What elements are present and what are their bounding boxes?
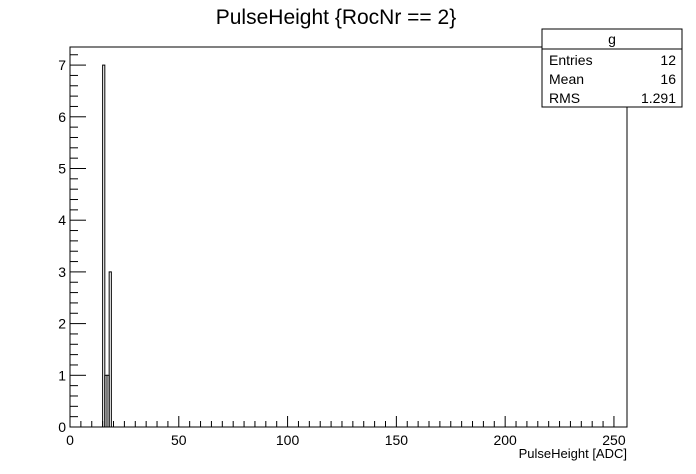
- plot-frame: [69, 46, 628, 428]
- x-tick-label: 150: [385, 432, 409, 448]
- chart-title: PulseHeight {RocNr == 2}: [216, 6, 456, 29]
- y-tick-label: 6: [58, 109, 66, 125]
- y-tick-label: 0: [58, 419, 66, 435]
- y-axis: 0 1 2 3 4 5 6 7: [58, 54, 86, 435]
- x-tick-label: 50: [171, 432, 187, 448]
- stats-rms-value: 1.291: [641, 90, 676, 106]
- histogram-bar-0: [102, 64, 106, 428]
- x-tick-label: 0: [66, 432, 74, 448]
- stats-mean-value: 16: [660, 71, 676, 87]
- stats-box-name: g: [608, 31, 616, 47]
- stats-entries-label: Entries: [549, 52, 593, 68]
- y-tick-label: 4: [58, 212, 66, 228]
- x-tick-label: 200: [493, 432, 517, 448]
- x-tick-label: 250: [602, 432, 626, 448]
- x-axis: 0 50 100 150 200 250: [66, 416, 626, 448]
- x-axis-label: PulseHeight [ADC]: [519, 446, 627, 461]
- histogram-bars: [102, 64, 112, 428]
- stats-box-frame: [541, 28, 683, 108]
- y-tick-label: 5: [58, 160, 66, 176]
- stats-mean-label: Mean: [549, 71, 584, 87]
- y-tick-label: 7: [58, 57, 66, 73]
- x-tick-label: 100: [276, 432, 300, 448]
- y-tick-label: 2: [58, 316, 66, 332]
- y-tick-label: 1: [58, 367, 66, 383]
- y-tick-label: 3: [58, 264, 66, 280]
- stats-entries-value: 12: [660, 52, 676, 68]
- stats-rms-label: RMS: [549, 90, 580, 106]
- stats-box: g Entries 12 Mean 16 RMS 1.291: [541, 28, 683, 108]
- histogram-bar-3: [108, 271, 112, 428]
